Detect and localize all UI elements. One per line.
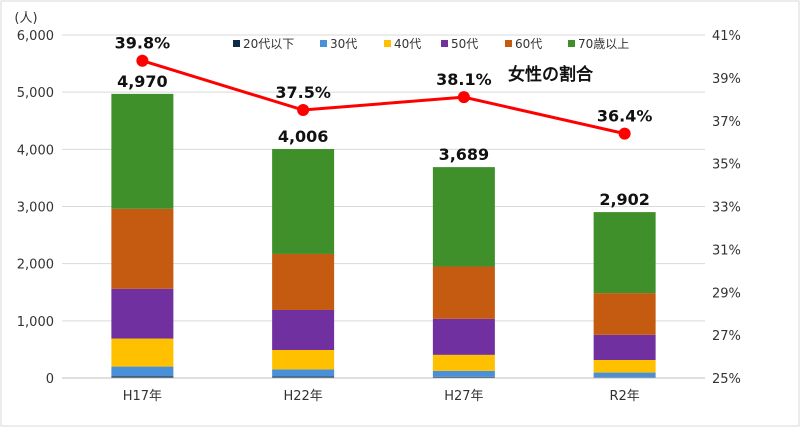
legend-label: 60代 (515, 37, 542, 51)
bar-total-label: 4,970 (117, 72, 168, 91)
y-axis-unit: (人) (14, 11, 37, 26)
y2-tick-label: 33% (712, 201, 741, 216)
legend-label: 30代 (330, 37, 357, 51)
bar-segment-4-0 (111, 208, 174, 289)
bar-segment-0-0 (111, 376, 174, 378)
legend-label: 20代以下 (243, 37, 294, 51)
legend-swatch-5 (568, 40, 575, 47)
y-tick-label: 4,000 (17, 143, 54, 158)
ratio-point (136, 54, 149, 67)
bar-total-label: 2,902 (599, 190, 650, 209)
legend-swatch-0 (233, 40, 240, 47)
legend-swatch-3 (441, 40, 448, 47)
bar-segment-5-1 (272, 148, 335, 254)
bar-segment-4-1 (272, 253, 335, 310)
bar-segment-5-2 (432, 167, 495, 267)
bar-segment-3-2 (432, 318, 495, 355)
bar-segment-2-0 (111, 338, 174, 367)
bar-segment-0-2 (432, 376, 495, 378)
bar-segment-5-3 (593, 212, 656, 294)
y2-tick-label: 27% (712, 329, 741, 344)
x-tick-label: H17年 (123, 389, 162, 404)
ratio-point (297, 104, 310, 117)
legend-label: 40代 (394, 37, 421, 51)
y2-tick-label: 37% (712, 115, 741, 130)
bar-segment-1-2 (432, 370, 495, 377)
bar-segment-5-0 (111, 93, 174, 209)
legend-label: 70歳以上 (578, 37, 629, 51)
bar-segment-2-1 (272, 349, 335, 370)
ratio-point (457, 91, 470, 104)
x-tick-label: H27年 (444, 389, 483, 404)
bar-total-label: 3,689 (439, 145, 490, 164)
bar-segment-4-2 (432, 266, 495, 319)
bar-segment-3-3 (593, 334, 656, 360)
bar-segment-2-2 (432, 354, 495, 371)
y2-tick-label: 25% (712, 372, 741, 387)
x-tick-label: R2年 (609, 389, 639, 404)
ratio-point (618, 127, 631, 140)
y-tick-label: 1,000 (17, 315, 54, 330)
bar-total-label: 4,006 (278, 127, 329, 146)
ratio-label: 36.4% (597, 107, 653, 126)
bar-segment-3-1 (272, 309, 335, 350)
y2-tick-label: 31% (712, 243, 741, 258)
ratio-line-name: 女性の割合 (508, 64, 594, 85)
legend-label: 50代 (451, 37, 478, 51)
y2-tick-label: 35% (712, 158, 741, 173)
bar-segment-1-3 (593, 372, 656, 378)
ratio-label: 38.1% (436, 70, 492, 89)
bar-segment-1-0 (111, 366, 174, 377)
legend-swatch-1 (320, 40, 327, 47)
y-tick-label: 0 (46, 372, 54, 387)
legend-swatch-2 (384, 40, 391, 47)
y-tick-label: 2,000 (17, 258, 54, 273)
bar-segment-4-3 (593, 293, 656, 335)
y2-tick-label: 39% (712, 72, 741, 87)
bar-segment-1-1 (272, 369, 335, 377)
ratio-line (141, 59, 625, 136)
y-tick-label: 6,000 (17, 29, 54, 44)
bar-segment-0-1 (272, 376, 335, 378)
legend-swatch-4 (505, 40, 512, 47)
bar-segment-3-0 (111, 288, 174, 339)
x-tick-label: H22年 (283, 389, 322, 404)
y-tick-label: 3,000 (17, 201, 54, 216)
y2-tick-label: 29% (712, 286, 741, 301)
y-tick-label: 5,000 (17, 86, 54, 101)
y2-tick-label: 41% (712, 29, 741, 44)
bar-segment-2-3 (593, 359, 656, 373)
ratio-label: 37.5% (275, 83, 331, 102)
ratio-label: 39.8% (115, 34, 171, 53)
